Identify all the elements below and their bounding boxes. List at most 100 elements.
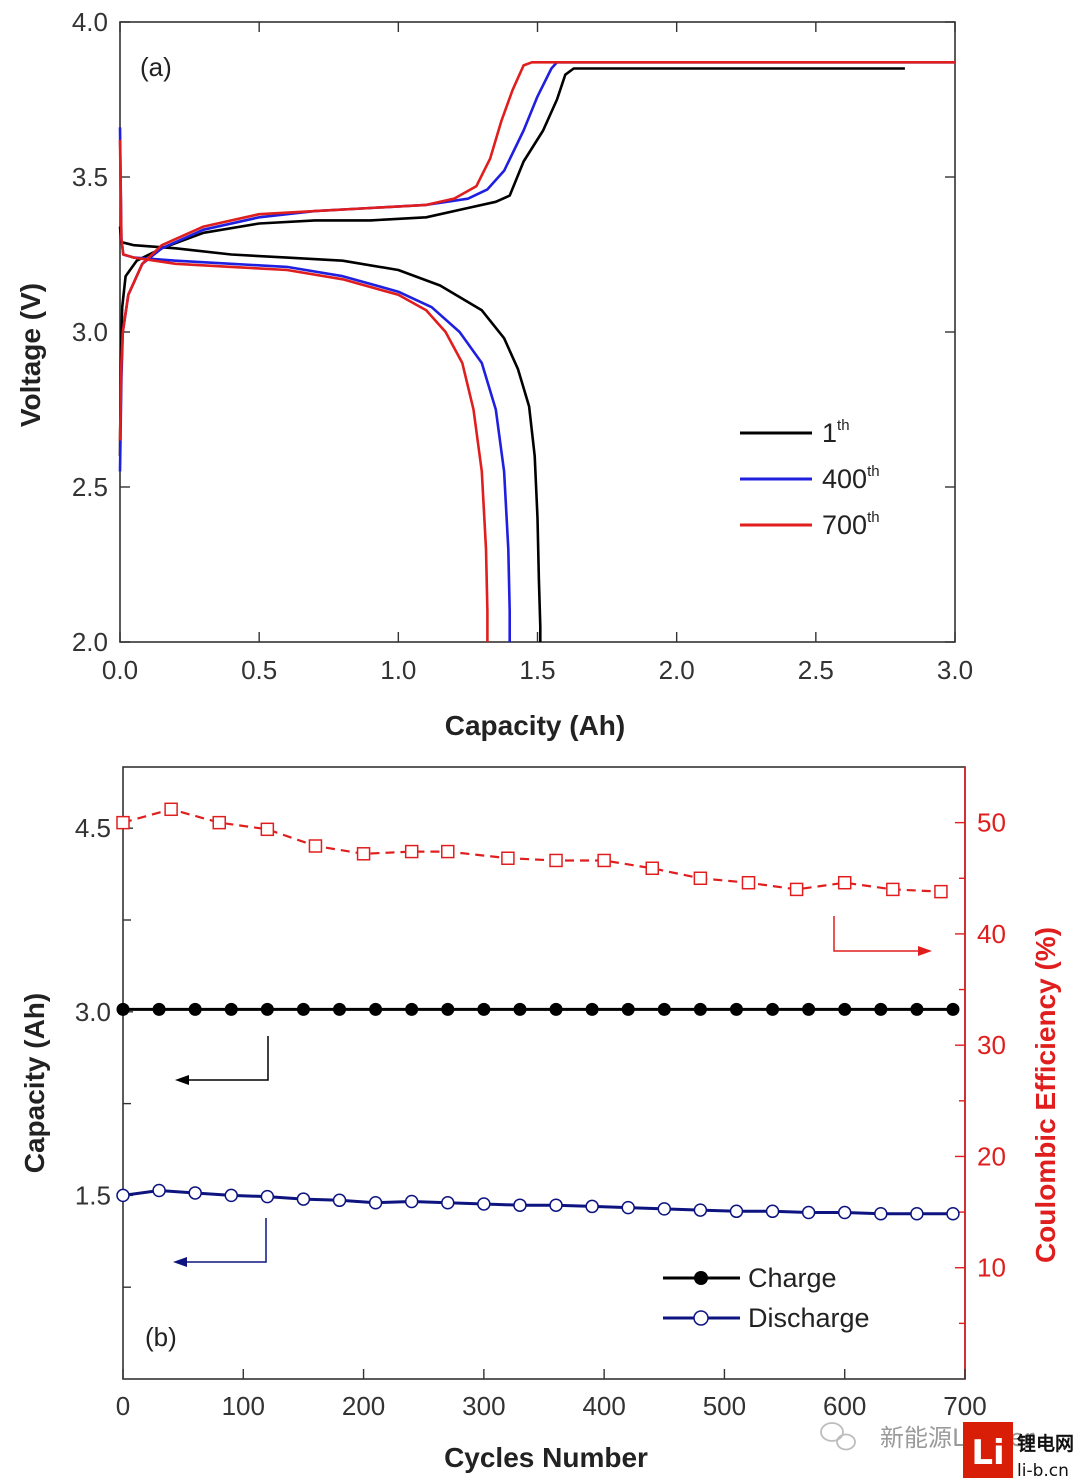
panel-a-x-tick-label: 3.0	[937, 655, 973, 685]
charge-point	[152, 1002, 166, 1016]
charge-point	[621, 1002, 635, 1016]
efficiency-point	[164, 802, 178, 817]
panel-b-left-tick-label: 1.5	[75, 1180, 111, 1210]
panel-a-y-tick-label: 3.0	[72, 317, 108, 347]
discharge-point	[152, 1183, 166, 1198]
panel-b-right-tick-label: 50	[977, 808, 1006, 838]
efficiency-arrow-line	[833, 916, 922, 952]
panel-b-x-axis-title: Cycles Number	[444, 1442, 648, 1473]
discharge-point	[404, 1194, 419, 1209]
efficiency-point	[212, 815, 226, 830]
charge-point	[513, 1002, 527, 1016]
efficiency-point	[837, 875, 852, 890]
charge-arrow-line	[186, 1036, 269, 1081]
panel-a-ticks: 0.0 0.5 1.0 1.5 2.0 2.5 3.0 2.0 2.5 3.0 3.5 4.0	[72, 7, 973, 685]
efficiency-point	[886, 882, 900, 897]
panel-b-ticks: 0 100 200 300 400 500 600 700 1.5 3.0 4.5 10 20 30 40 5…	[75, 808, 1006, 1421]
panel-b-right-axis-title: Coulombic Efficiency (%)	[1030, 927, 1061, 1263]
charge-point	[910, 1002, 924, 1016]
panel-b-x-tick-label: 200	[342, 1391, 385, 1421]
panel-a-x-tick-label: 0.5	[241, 655, 277, 685]
panel-b-label: (b)	[145, 1322, 177, 1352]
panel-a-x-tick-label: 1.5	[519, 655, 555, 685]
discharge-point	[332, 1193, 347, 1208]
panel-b-right-tick-label: 40	[977, 919, 1006, 949]
discharge-arrow-line	[184, 1218, 267, 1263]
panel-b-x-tick-label: 500	[703, 1391, 746, 1421]
discharge-point	[260, 1189, 275, 1204]
charge-point	[693, 1002, 707, 1016]
discharge-point	[477, 1197, 491, 1211]
charge-point	[441, 1002, 455, 1016]
panel-b-x-tick-label: 700	[943, 1391, 986, 1421]
charge-point	[188, 1002, 202, 1016]
charge-point	[296, 1002, 310, 1016]
discharge-point	[657, 1202, 672, 1216]
panel-a-legend: 1th 400th 700th	[740, 417, 880, 540]
legend-label-700th: 700th	[822, 509, 880, 540]
panel-a-y-tick-label: 3.5	[72, 162, 108, 192]
legend-label-discharge: Discharge	[748, 1303, 870, 1333]
site-url: li-b.cn	[1017, 1461, 1069, 1481]
panel-b-right-tick-label: 20	[977, 1141, 1006, 1171]
panel-a-y-axis-title: Voltage (V)	[15, 283, 46, 427]
discharge-point	[224, 1188, 239, 1203]
discharge-point	[729, 1204, 744, 1219]
efficiency-point	[597, 853, 611, 868]
panel-a-x-tick-label: 0.0	[102, 655, 138, 685]
efficiency-point	[934, 884, 948, 899]
legend-marker-charge	[694, 1271, 708, 1285]
watermark: 新能源Leader Li 锂电网 li-b.cn	[820, 1422, 1074, 1481]
efficiency-point	[441, 844, 455, 859]
discharge-point	[765, 1204, 780, 1219]
series-line-400th-discharge	[118, 127, 512, 642]
charge-point	[116, 1002, 130, 1016]
site-title: 锂电网	[1017, 1432, 1074, 1455]
charge-point	[224, 1002, 238, 1016]
panel-a-x-tick-label: 2.0	[659, 655, 695, 685]
discharge-point	[946, 1207, 960, 1221]
efficiency-arrow	[833, 916, 932, 956]
charge-point	[333, 1002, 347, 1016]
charge-point	[477, 1002, 491, 1016]
efficiency-point	[789, 882, 804, 897]
charge-point	[766, 1002, 780, 1016]
charge-point	[838, 1002, 852, 1016]
panel-a-voltage-capacity-chart: 0.0 0.5 1.0 1.5 2.0 2.5 3.0 2.0 2.5 3.0 3.5 4.0 (a)…	[15, 7, 973, 741]
legend-label-charge: Charge	[748, 1263, 837, 1293]
discharge-point	[874, 1207, 888, 1221]
panel-b-legend: Charge Discharge	[663, 1263, 870, 1333]
legend-label-1th: 1th	[822, 417, 850, 448]
discharge-point	[188, 1186, 202, 1200]
series-line-coulombic-efficiency	[122, 808, 941, 893]
panel-a-x-tick-label: 2.5	[798, 655, 834, 685]
discharge-point	[441, 1195, 455, 1210]
panel-a-series	[118, 60, 955, 642]
panel-a-x-tick-label: 1.0	[380, 655, 416, 685]
panel-b-cycling-chart: 0 100 200 300 400 500 600 700 1.5 3.0 4.5 10 20 30 40 5…	[19, 766, 1061, 1473]
charge-arrowhead	[175, 1075, 189, 1085]
efficiency-point	[116, 815, 130, 830]
discharge-point	[116, 1188, 130, 1203]
efficiency-point	[404, 844, 419, 859]
panel-b-right-tick-label: 10	[977, 1253, 1006, 1283]
discharge-point	[621, 1200, 635, 1215]
series-line-1th-charge	[118, 67, 905, 457]
panel-a-x-axis-title: Capacity (Ah)	[445, 710, 625, 741]
charge-point	[802, 1002, 816, 1016]
discharge-point	[549, 1198, 563, 1212]
efficiency-point	[356, 847, 371, 861]
panel-a-y-tick-label: 2.0	[72, 627, 108, 657]
discharge-point	[837, 1205, 852, 1220]
panel-b-left-axis-title: Capacity (Ah)	[19, 993, 50, 1173]
legend-label-400th: 400th	[822, 463, 880, 494]
efficiency-point	[693, 871, 708, 886]
charge-point	[874, 1002, 888, 1016]
efficiency-point	[741, 875, 756, 890]
panel-b-x-tick-label: 100	[222, 1391, 265, 1421]
panel-b-right-tick-label: 30	[977, 1030, 1006, 1060]
libcn-logo	[963, 1422, 1013, 1478]
panel-a-label: (a)	[140, 52, 172, 82]
charge-point	[549, 1002, 563, 1016]
panel-b-x-tick-label: 600	[823, 1391, 866, 1421]
